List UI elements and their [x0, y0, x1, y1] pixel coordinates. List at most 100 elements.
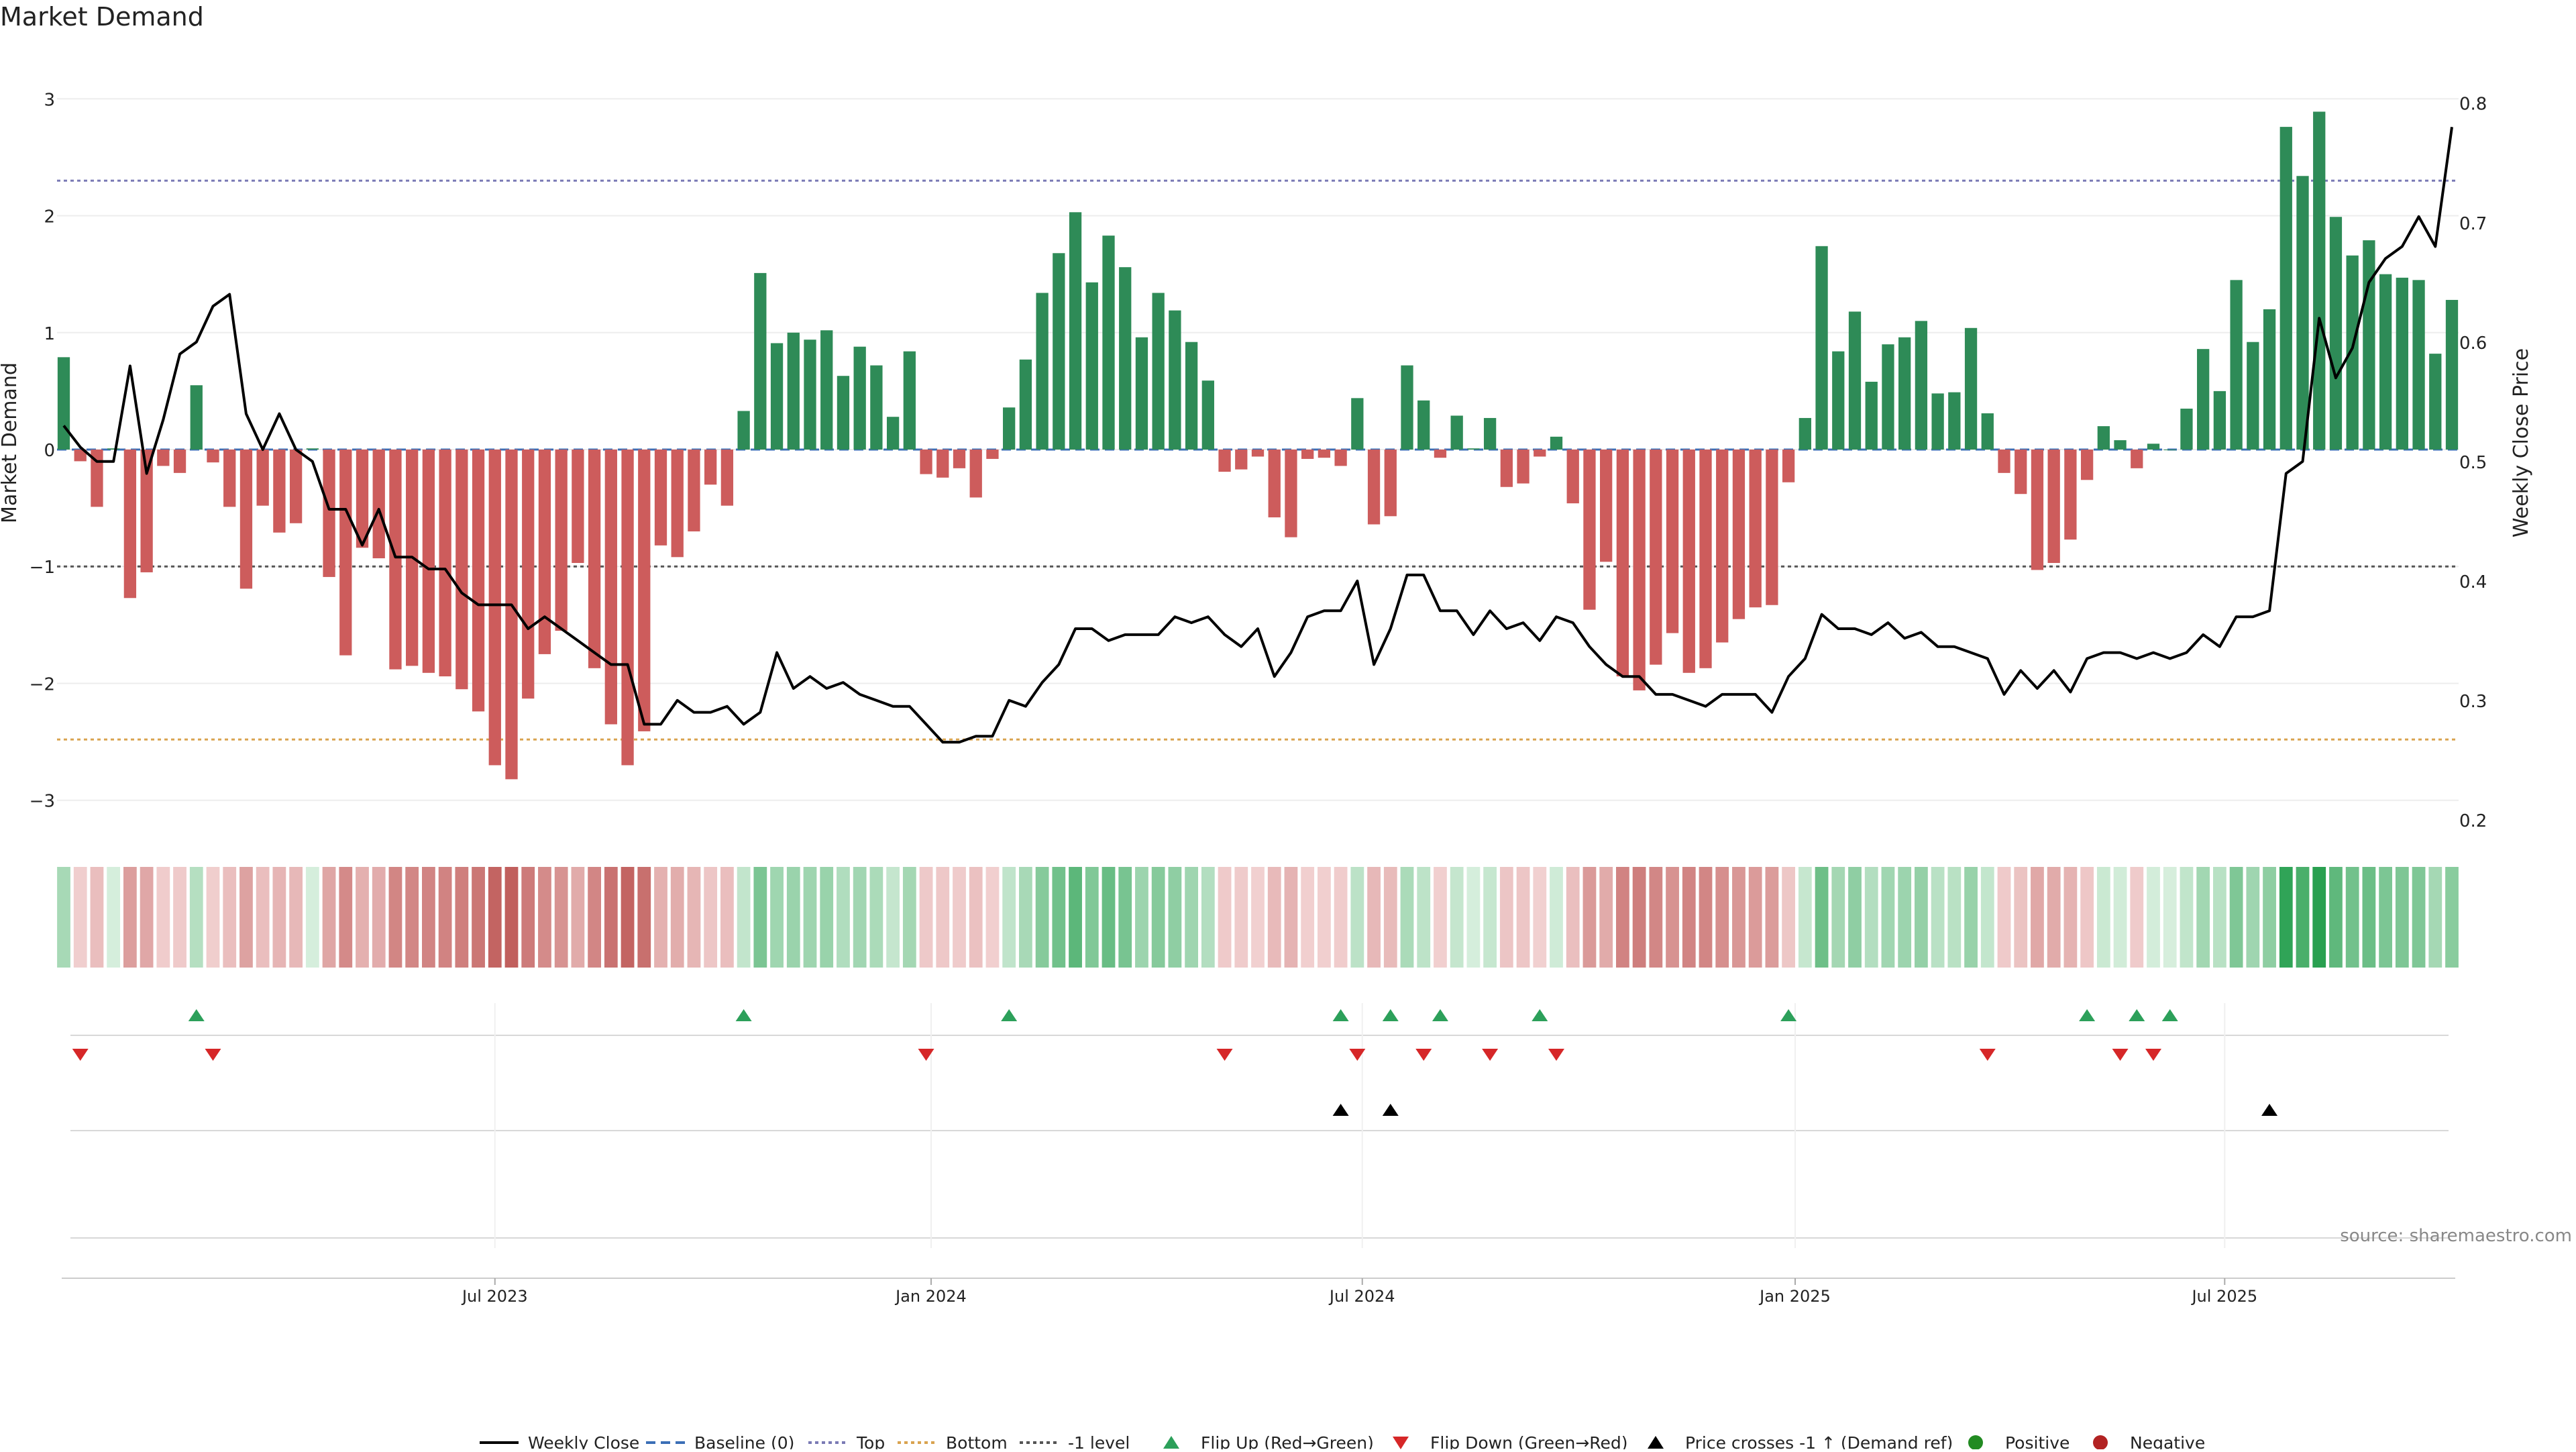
demand-bar [273, 450, 286, 533]
heat-cell [57, 867, 70, 968]
source-note: source: sharemaestro.com [2340, 1226, 2572, 1246]
y-tick-label: 0 [44, 441, 55, 461]
legend-circle-icon [2093, 1435, 2108, 1450]
heat-cell [1848, 867, 1862, 968]
heat-cell [1632, 867, 1646, 968]
heat-cell [289, 867, 303, 968]
legend-label: Flip Up (Red→Green) [1201, 1433, 1374, 1449]
demand-bar [356, 450, 369, 548]
demand-bar [123, 450, 137, 599]
heat-cell [1616, 867, 1629, 968]
heat-cell [2279, 867, 2293, 968]
y2-tick-label: 0.2 [2459, 811, 2487, 831]
demand-bar [522, 450, 535, 699]
heat-cell [670, 867, 684, 968]
heat-cell [107, 867, 121, 968]
heat-cell [720, 867, 734, 968]
heat-cell [2014, 867, 2028, 968]
demand-bar [1384, 450, 1397, 517]
heat-cell [2047, 867, 2061, 968]
heat-cell [1234, 867, 1248, 968]
demand-bar [1069, 212, 1082, 450]
flip-up-marker [1532, 1009, 1548, 1021]
heat-cell [1881, 867, 1895, 968]
demand-bar [207, 450, 219, 463]
demand-bar [1931, 393, 1944, 450]
heat-cell [1533, 867, 1547, 968]
heat-cell [372, 867, 386, 968]
demand-bar [1517, 450, 1529, 484]
demand-bar [1169, 310, 1181, 450]
heat-cell [438, 867, 452, 968]
x-tick-label: Jul 2023 [461, 1287, 528, 1306]
heat-cell [1334, 867, 1348, 968]
heat-cell [1350, 867, 1364, 968]
demand-bar [1483, 417, 1497, 450]
flip-down-marker [72, 1049, 89, 1061]
legend-triangle-up-icon [1163, 1436, 1179, 1449]
demand-bar [1301, 450, 1314, 459]
legend-label: Bottom [946, 1433, 1008, 1449]
demand-bar [1235, 450, 1248, 470]
demand-bar [770, 343, 784, 450]
heat-cell [1417, 867, 1431, 968]
heat-cell [1516, 867, 1530, 968]
heat-cell [2163, 867, 2177, 968]
legend-label: Top [856, 1433, 885, 1449]
demand-bar [323, 450, 335, 577]
demand-bar [256, 450, 269, 506]
heat-cell [1649, 867, 1663, 968]
demand-bar [837, 376, 850, 450]
demand-bar [1766, 450, 1778, 605]
heat-cell [554, 867, 568, 968]
heat-cell [637, 867, 651, 968]
price-cross-marker [2261, 1104, 2278, 1116]
heat-cell [902, 867, 916, 968]
heat-cell [919, 867, 933, 968]
heat-cell [156, 867, 170, 968]
demand-bar [621, 450, 634, 766]
demand-bar [654, 450, 667, 546]
demand-bar [1699, 450, 1712, 668]
demand-bar [2379, 274, 2392, 450]
heat-cell [206, 867, 220, 968]
heat-cell [2147, 867, 2160, 968]
demand-bar [2131, 450, 2143, 468]
heat-cell [1318, 867, 1331, 968]
heat-cell [820, 867, 834, 968]
flip-down-marker [1979, 1049, 1996, 1061]
heat-cell [1466, 867, 1481, 968]
demand-bar [870, 365, 883, 450]
demand-bar [1467, 448, 1480, 450]
demand-bar [1865, 381, 1878, 450]
flip-down-marker [918, 1049, 934, 1061]
demand-bar [688, 450, 700, 531]
y2-tick-label: 0.6 [2459, 333, 2487, 354]
heat-cell [2379, 867, 2392, 968]
demand-bar [936, 450, 949, 478]
heat-cell [786, 867, 800, 968]
heat-cell [189, 867, 203, 968]
demand-bar [886, 417, 900, 450]
y2-tick-label: 0.4 [2459, 572, 2487, 592]
legend-item: Baseline (0) [646, 1433, 794, 1452]
heat-cell [1732, 867, 1746, 968]
demand-bar [704, 450, 717, 485]
demand-bar [2329, 217, 2343, 450]
demand-bar [638, 450, 651, 731]
demand-bar [140, 450, 153, 572]
heat-cell [1815, 867, 1829, 968]
demand-bar [1500, 450, 1513, 487]
demand-bar [1003, 407, 1016, 450]
demand-bar [1401, 365, 1413, 450]
demand-bar [538, 450, 551, 654]
demand-bar [2429, 354, 2442, 450]
demand-bar [1152, 293, 1165, 450]
heat-cell [123, 867, 137, 968]
heat-cell [1864, 867, 1878, 968]
demand-bar [2412, 280, 2425, 450]
heat-cell [1947, 867, 1962, 968]
heat-cell [2329, 867, 2343, 968]
heat-cell [1102, 867, 1116, 968]
